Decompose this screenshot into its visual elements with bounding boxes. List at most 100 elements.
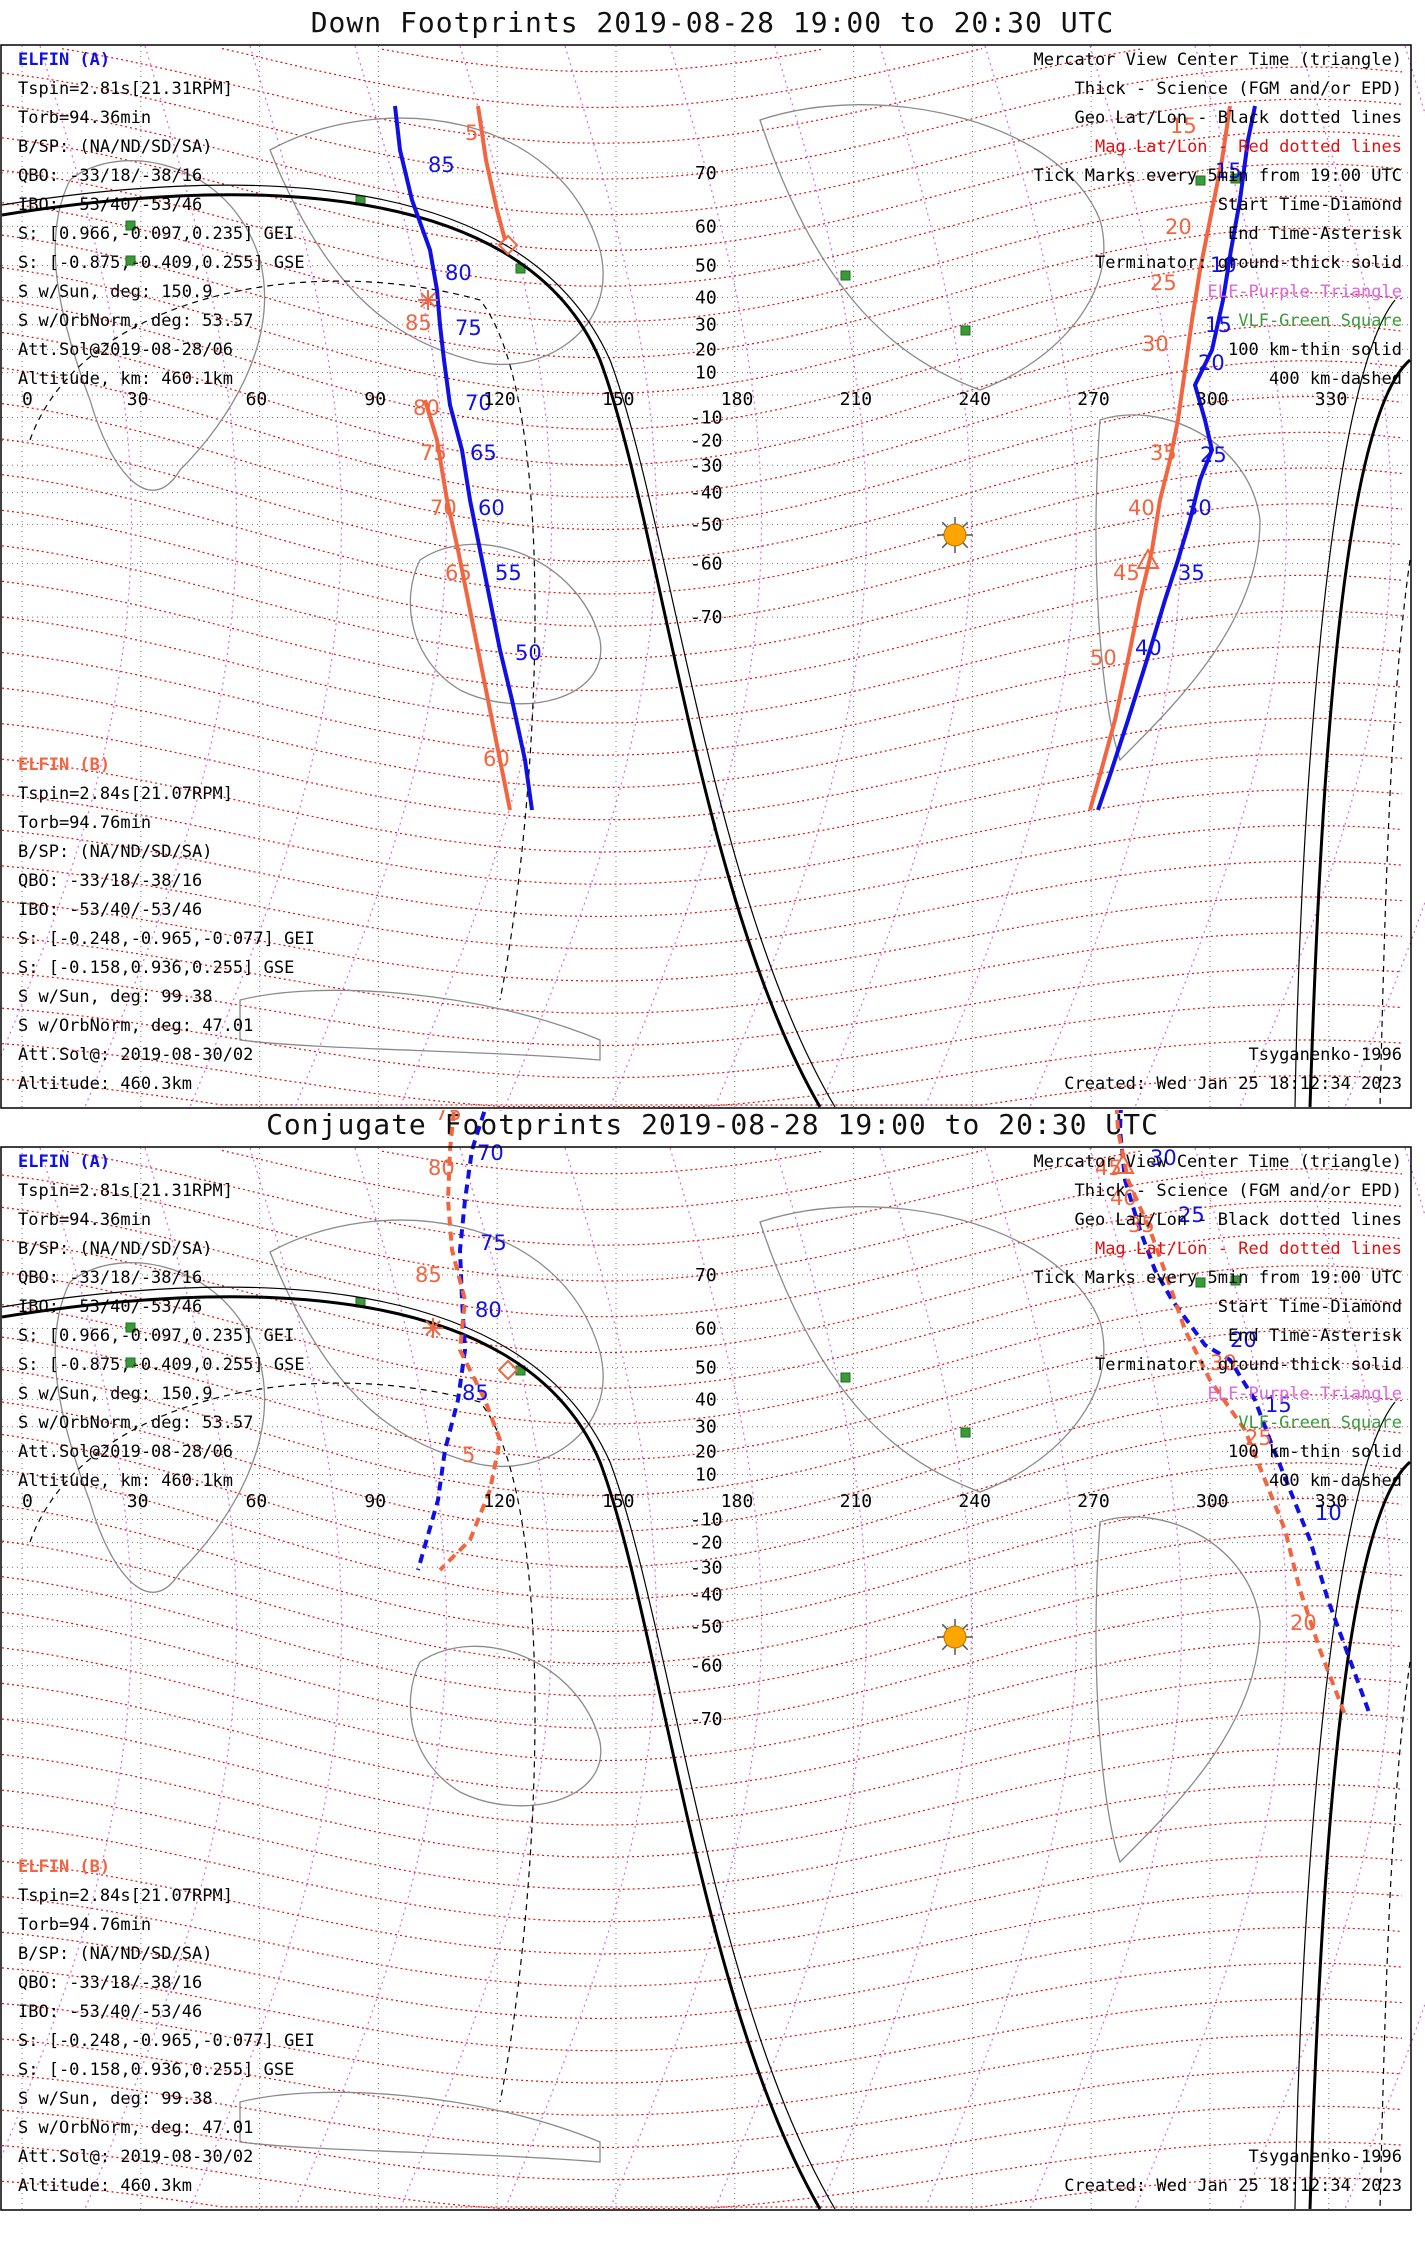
mag-longitude-line [84,1147,238,2209]
mag-latitude-line [381,48,823,73]
track-time-label: 25 [1200,443,1227,467]
elfin-b-qbo: QBO: -33/18/-38/16 [18,1973,202,1993]
elfin-b-s-gei: S: [-0.248,-0.965,-0.077] GEI [18,929,315,949]
terminator-100km [1,184,836,1108]
track-time-label: 75 [435,1110,462,1125]
mag-latitude-line [1,1748,1403,1858]
track-labels: 85 80 75 70 65 60 55 50 5 85 80 75 70 65 60 15 10 15 20 25 3… [405,114,1242,771]
lon-tick-label: 270 [1077,1491,1110,1512]
legend-line3: Geo Lat/Lon - Black dotted lines [1074,1210,1402,1230]
track-time-label: 75 [420,441,447,465]
mag-latitude-line [1,1712,1403,1826]
coastline [54,1262,266,1593]
lat-tick-label: 40 [695,1389,717,1410]
track-time-label: 50 [1090,646,1117,670]
mag-latitude-line [1,1168,1403,1282]
sun-icon [937,1619,973,1655]
down-footprints-map: 85 80 75 70 65 60 55 50 5 85 80 75 70 65 60 15 10 15 20 25 3… [0,44,1425,1109]
legend-line5: Tick Marks every 5min from 19:00 UTC [1034,1268,1402,1288]
mag-longitude-line [0,45,133,1060]
track-time-label: 25 [1150,271,1177,295]
mag-latitude-line [1,2034,1403,2116]
elfin-b-s-gse: S: [-0.158,0.936,0.255] GSE [18,958,294,978]
elfin-b-track [1088,105,1232,811]
elfin-b-attsol: Att.Sol@: 2019-08-30/02 [18,1045,253,1065]
vlf-station-square [125,255,136,266]
elfin-a-orbnorm: S w/OrbNorm, deg: 53.57 [18,311,253,331]
track-time-label: 85 [428,153,455,177]
mag-latitude-line [1,98,1403,216]
track-markers [423,1152,1135,1381]
coastline [269,1219,604,1467]
lat-tick-label: -60 [690,1656,723,1677]
elfin-a-sun: S w/Sun, deg: 150.9 [18,282,212,302]
coastline [1095,414,1261,762]
mag-latitude-line [1,1200,1403,1318]
mag-latitude-line [1,1232,1403,1354]
lon-tick-label: 240 [958,1491,991,1512]
coastline [409,1645,602,1807]
track-time-label: 80 [413,396,440,420]
elfin-a-torb: Torb=94.36min [18,108,151,128]
mag-latitude-line [1,1426,1403,1568]
track-time-label: 60 [478,496,505,520]
lon-tick-label: 180 [721,389,754,410]
lat-tick-label: -20 [690,1533,723,1554]
end-asterisk-marker [425,1320,441,1336]
mag-longitude-line [714,45,868,1107]
track-time-label: 35 [1148,1110,1175,1115]
lon-tick-label: 150 [602,389,635,410]
created-label: Created: Wed Jan 25 18:12:34 2023 [1064,2176,1402,2196]
model-label: Tsyganenko-1996 [1248,1045,1402,1065]
track-time-label: 35 [1150,441,1177,465]
mag-latitude-line [1,324,1403,466]
elfin-b-s-gei: S: [-0.248,-0.965,-0.077] GEI [18,2031,315,2051]
elfin-a-altitude: Altitude, km: 460.1km [18,369,233,389]
terminator-100km [1294,1401,1396,2210]
mag-latitude-line [1,717,1403,821]
terminator-100km [1,1286,836,2210]
lon-tick-label: 330 [1315,1491,1348,1512]
coastline [759,1206,1105,1493]
track-time-label: 80 [445,261,472,285]
coastline [239,989,601,1061]
coastlines [54,104,1261,1061]
elfin-a-ibo: IBO: -53/40/-53/46 [18,195,202,215]
elfin-a-altitude: Altitude, km: 460.1km [18,1471,233,1491]
track-time-label: 65 [445,561,472,585]
vlf-station-square [125,220,136,231]
elfin-a-track [1096,105,1257,811]
lon-tick-label: 30 [127,389,149,410]
elfin-a-tspin: Tspin=2.81s[21.31RPM] [18,1181,233,1201]
elfin-a-track [393,105,534,811]
elfin-b-name: ELFIN (B) [18,1857,110,1877]
track-time-label: 20 [1165,215,1192,239]
mag-latitude-line [1,1605,1403,1729]
mag-latitude-line [1,967,1403,1047]
elfin-b-track [1114,1110,1347,1716]
panel-title-conjugate: Conjugate Footprints 2019-08-28 19:00 to… [266,1108,1159,1141]
mag-latitude-line [1,163,1403,287]
mag-latitude-line [1,1962,1403,2052]
lon-tick-label: 90 [364,1491,386,1512]
lon-tick-label: 240 [958,389,991,410]
track-time-label: 85 [462,1381,489,1405]
track-time-label: 25 [1245,1426,1272,1450]
lat-tick-label: -30 [690,1557,723,1578]
mag-longitude-line [609,45,763,1107]
map-frame [0,44,1412,1109]
track-time-label: 55 [495,561,522,585]
mag-latitude-line [1,66,1403,180]
sun-disc [943,523,967,547]
elfin-b-tspin: Tspin=2.84s[21.07RPM] [18,784,233,804]
elfin-b-bsp: B/SP: (NA/ND/SD/SA) [18,1944,212,1964]
elfin-a-tspin: Tspin=2.81s[21.31RPM] [18,79,233,99]
lat-tick-label: -10 [690,1509,723,1530]
terminator-ground [1,1295,822,2210]
legend-line12: 400 km-dashed [1269,1471,1402,1491]
track-time-label: 45 [1095,1156,1122,1180]
lat-tick-label: -30 [690,455,723,476]
lat-tick-label: 10 [695,1465,717,1486]
lat-tick-label: 20 [695,339,717,360]
legend-line6: Start Time-Diamond [1218,1297,1402,1317]
